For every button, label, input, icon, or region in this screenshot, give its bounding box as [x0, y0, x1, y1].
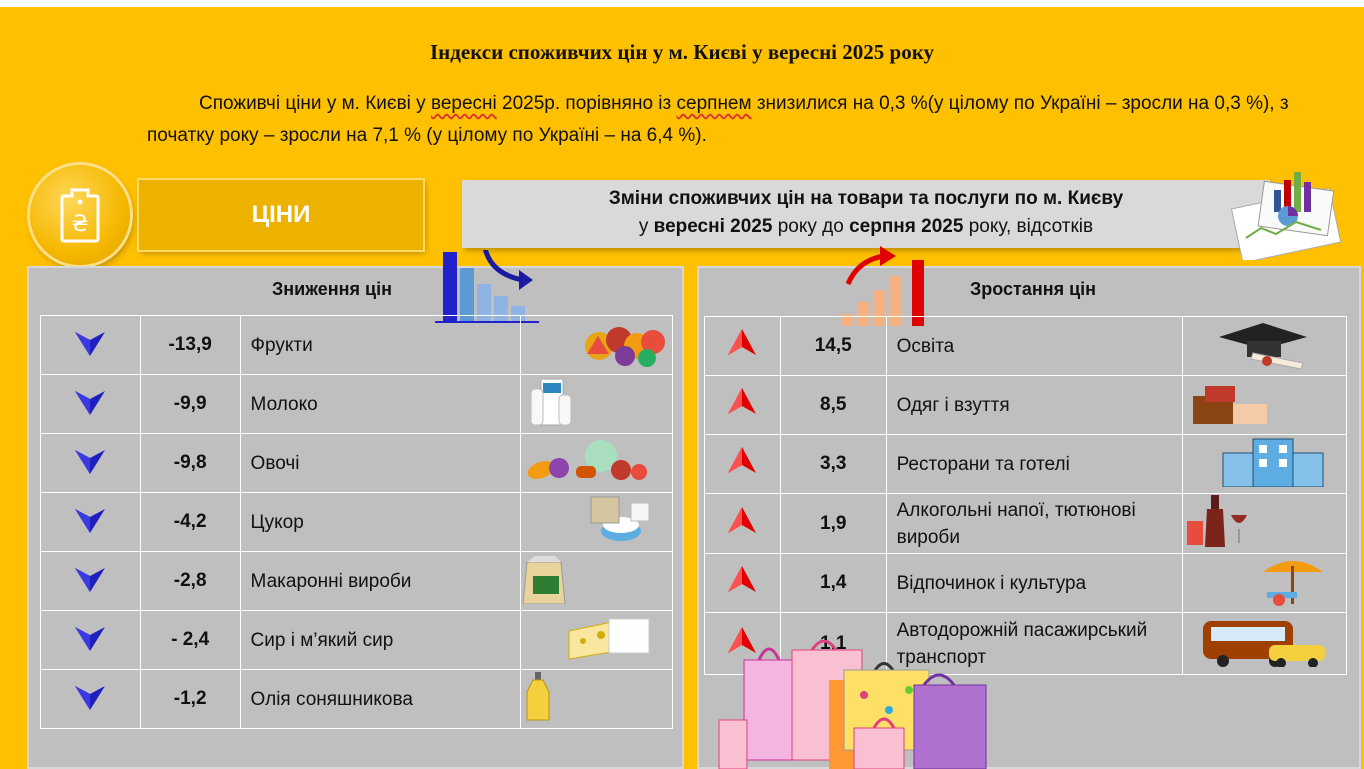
- decrease-category: Овочі: [239, 433, 521, 493]
- up-arrow-icon: [704, 434, 781, 494]
- page-title: Індекси споживчих цін у м. Києві у верес…: [430, 40, 934, 64]
- milk-icon: [519, 374, 674, 434]
- decrease-category: Фрукти: [239, 315, 521, 375]
- increase-category: Відпочинок і культура: [885, 553, 1183, 613]
- up-arrow-icon: [704, 493, 781, 554]
- increase-row: 1,4 Відпочинок і культура: [704, 553, 1348, 613]
- increase-category: Автодорожній пасажирський транспорт: [885, 612, 1183, 675]
- header-month-2: серпня 2025: [849, 216, 964, 237]
- pasta-icon: [519, 551, 674, 611]
- decrease-table: -13,9 Фрукти -9,9 Молоко -9,8 Овочі -4,2 Цукор -…: [40, 315, 674, 729]
- header-text-b: року до: [772, 216, 850, 237]
- increase-value: 1,9: [779, 493, 887, 554]
- down-arrow-icon: [40, 315, 141, 375]
- down-arrow-icon: [40, 492, 141, 552]
- increase-category: Алкогольні напої, тютюнові вироби: [885, 493, 1183, 554]
- decrease-value: -1,2: [139, 669, 241, 729]
- increase-category: Освіта: [885, 316, 1183, 376]
- decrease-value: -2,8: [139, 551, 241, 611]
- increase-value: 1,4: [779, 553, 887, 613]
- analytics-chart-icon: [1230, 172, 1342, 260]
- decrease-title: Зниження цін: [272, 279, 392, 299]
- decrease-category: Молоко: [239, 374, 521, 434]
- intro-word-2: серпнем: [676, 93, 752, 114]
- decrease-row: -9,9 Молоко: [40, 374, 674, 434]
- hotel-icon: [1181, 434, 1348, 494]
- vegetables-icon: [519, 433, 674, 493]
- increase-value: 3,3: [779, 434, 887, 494]
- decrease-value: -9,9: [139, 374, 241, 434]
- increase-value: 14,5: [779, 316, 887, 376]
- decrease-row: - 2,4 Сир і м’який сир: [40, 610, 674, 670]
- decrease-row: -2,8 Макаронні вироби: [40, 551, 674, 611]
- oil-icon: [519, 669, 674, 729]
- increase-category: Ресторани та готелі: [885, 434, 1183, 494]
- down-arrow-icon: [40, 669, 141, 729]
- beach-umbrella-icon: [1181, 553, 1348, 613]
- increase-row: 8,5 Одяг і взуття: [704, 375, 1348, 435]
- cheese-icon: [519, 610, 674, 670]
- decrease-value: -4,2: [139, 492, 241, 552]
- decrease-category: Цукор: [239, 492, 521, 552]
- increase-title: Зростання цін: [970, 279, 1097, 299]
- down-arrow-icon: [40, 433, 141, 493]
- decrease-row: -4,2 Цукор: [40, 492, 674, 552]
- increase-row: 1,9 Алкогольні напої, тютюнові вироби: [704, 493, 1348, 554]
- up-arrow-icon: [704, 375, 781, 435]
- increase-row: 14,5 Освіта: [704, 316, 1348, 376]
- fruits-icon: [519, 315, 674, 375]
- intro-text-2: 2025р. порівняно із: [496, 93, 677, 114]
- intro-paragraph: Споживчі ціни у м. Києві у вересні 2025р…: [147, 88, 1347, 152]
- sugar-icon: [519, 492, 674, 552]
- clothes-icon: [1181, 375, 1348, 435]
- price-tag-icon: ₴: [30, 165, 130, 265]
- up-arrow-icon: [704, 553, 781, 613]
- decrease-value: -9,8: [139, 433, 241, 493]
- decrease-row: -9,8 Овочі: [40, 433, 674, 493]
- header-line-1: Зміни споживчих цін на товари та послуги…: [608, 188, 1124, 209]
- top-strip: [0, 0, 1364, 7]
- wine-icon: [1181, 493, 1348, 554]
- header-text-a: у: [638, 216, 654, 237]
- section-header: Зміни споживчих цін на товари та послуги…: [462, 180, 1270, 248]
- svg-text:₴: ₴: [71, 212, 88, 237]
- increase-row: 1,1 Автодорожній пасажирський транспорт: [704, 612, 1348, 675]
- decrease-value: - 2,4: [139, 610, 241, 670]
- up-arrow-icon: [704, 316, 781, 376]
- increase-bars-icon: [842, 246, 924, 326]
- decrease-category: Олія соняшникова: [239, 669, 521, 729]
- prices-label: ЦІНИ: [139, 180, 423, 250]
- intro-text-3: знизилися на 0,3 %(у цілому по Україні –…: [147, 93, 1289, 146]
- decrease-value: -13,9: [139, 315, 241, 375]
- header-month-1: вересні 2025: [653, 216, 773, 237]
- header-line-2: у вересні 2025 року до серпня 2025 року,…: [462, 213, 1270, 241]
- increase-table: 14,5 Освіта 8,5 Одяг і взуття 3,3 Ресторани …: [704, 316, 1348, 675]
- increase-row: 3,3 Ресторани та готелі: [704, 434, 1348, 494]
- shopping-bags-icon: [718, 640, 987, 769]
- down-arrow-icon: [40, 610, 141, 670]
- decrease-category: Сир і м’який сир: [239, 610, 521, 670]
- down-arrow-icon: [40, 551, 141, 611]
- decrease-bars-icon: [435, 250, 539, 323]
- decrease-row: -1,2 Олія соняшникова: [40, 669, 674, 729]
- decrease-row: -13,9 Фрукти: [40, 315, 674, 375]
- down-arrow-icon: [40, 374, 141, 434]
- bus-icon: [1181, 612, 1348, 675]
- decrease-category: Макаронні вироби: [239, 551, 521, 611]
- increase-value: 8,5: [779, 375, 887, 435]
- header-text-c: року, відсотків: [963, 216, 1094, 237]
- intro-word-1: вересні: [430, 93, 497, 114]
- graduation-cap-icon: [1181, 316, 1348, 376]
- increase-category: Одяг і взуття: [885, 375, 1183, 435]
- intro-text-1: Споживчі ціни у м. Києві у: [199, 93, 431, 114]
